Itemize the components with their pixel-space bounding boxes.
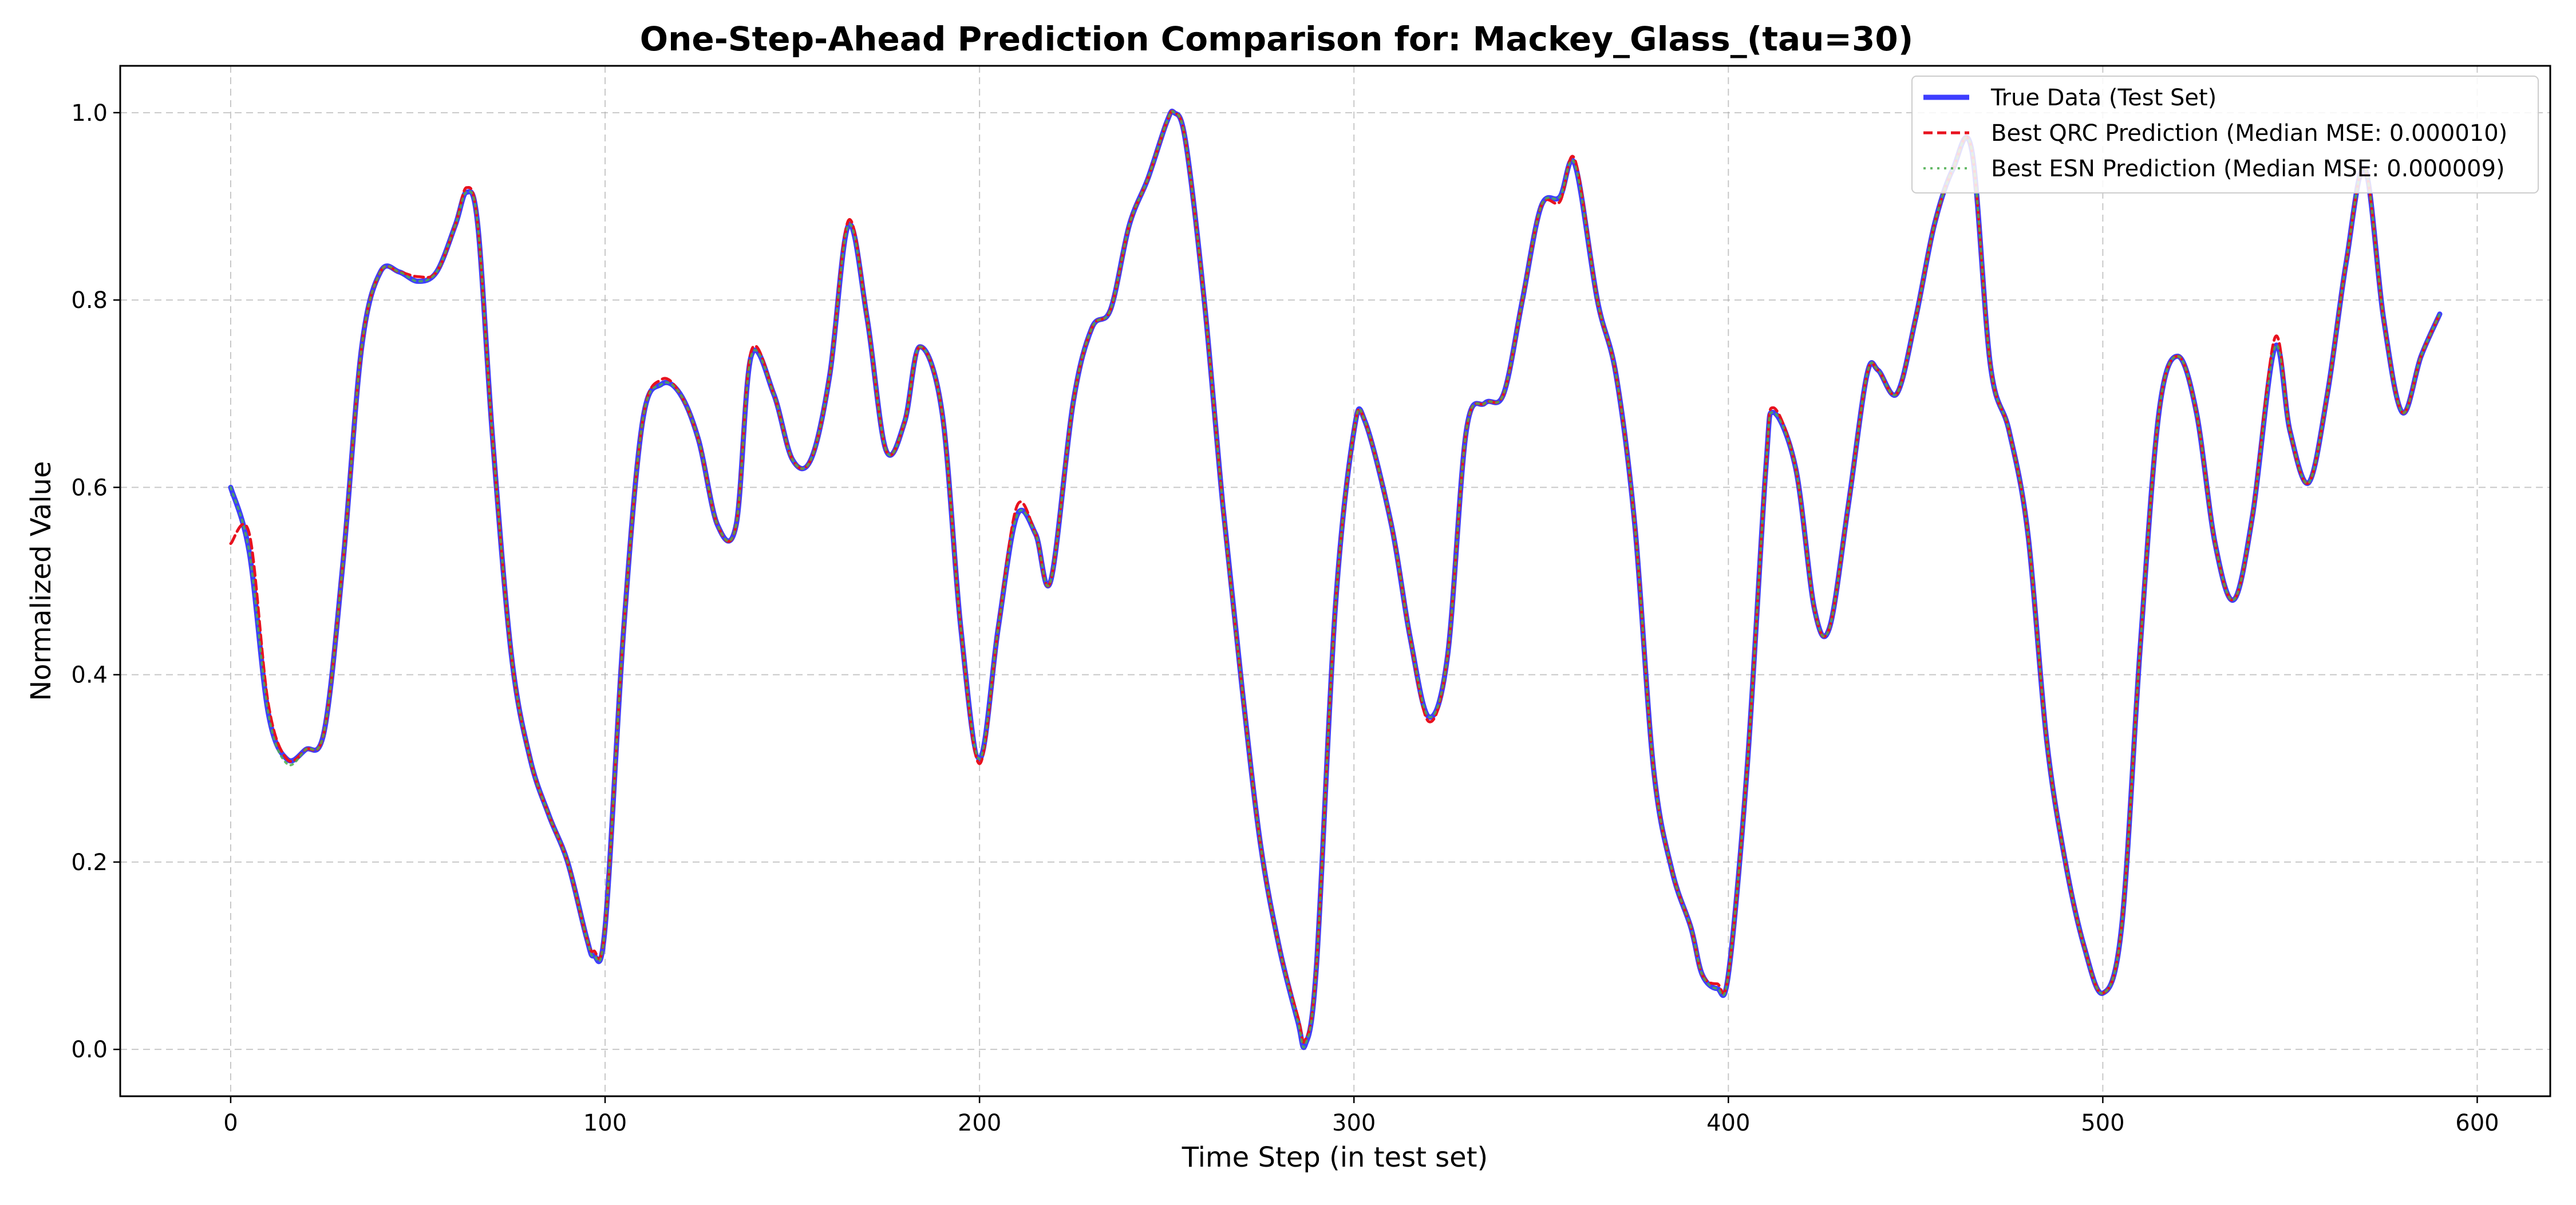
y-tick-label: 0.2 — [71, 850, 108, 876]
legend: True Data (Test Set) Best QRC Prediction… — [1911, 76, 2539, 193]
plot-area — [228, 108, 2443, 1050]
x-tick-label: 600 — [2455, 1110, 2499, 1136]
grid-lines — [120, 66, 2550, 1096]
legend-box — [1911, 76, 2539, 193]
axis-ticks: 0 100 200 300 400 500 600 0.0 0.2 0.4 0.6 0.8 1.0 — [71, 100, 2499, 1136]
y-tick-label: 0.4 — [71, 662, 108, 689]
x-tick-label: 200 — [958, 1110, 1001, 1136]
plot-frame — [119, 65, 2551, 1097]
legend-label-esn: Best ESN Prediction (Median MSE: 0.00000… — [1991, 156, 2505, 182]
y-tick-label: 0.6 — [71, 475, 108, 501]
y-tick-label: 0.0 — [71, 1037, 108, 1063]
y-tick-label: 1.0 — [71, 100, 108, 127]
x-tick-label: 0 — [223, 1110, 238, 1136]
legend-label-true-data: True Data (Test Set) — [1990, 85, 2217, 111]
x-axis-label: Time Step (in test set) — [1182, 1141, 1488, 1174]
x-tick-label: 300 — [1332, 1110, 1376, 1136]
chart-title: One-Step-Ahead Prediction Comparison for… — [640, 19, 1913, 58]
legend-label-qrc: Best QRC Prediction (Median MSE: 0.00001… — [1991, 120, 2507, 147]
y-axis-label: Normalized Value — [25, 461, 57, 701]
x-tick-label: 100 — [583, 1110, 627, 1136]
x-tick-label: 400 — [1706, 1110, 1750, 1136]
x-tick-label: 500 — [2081, 1110, 2124, 1136]
y-tick-label: 0.8 — [71, 287, 108, 314]
series-line-esn-prediction — [230, 110, 2441, 1049]
